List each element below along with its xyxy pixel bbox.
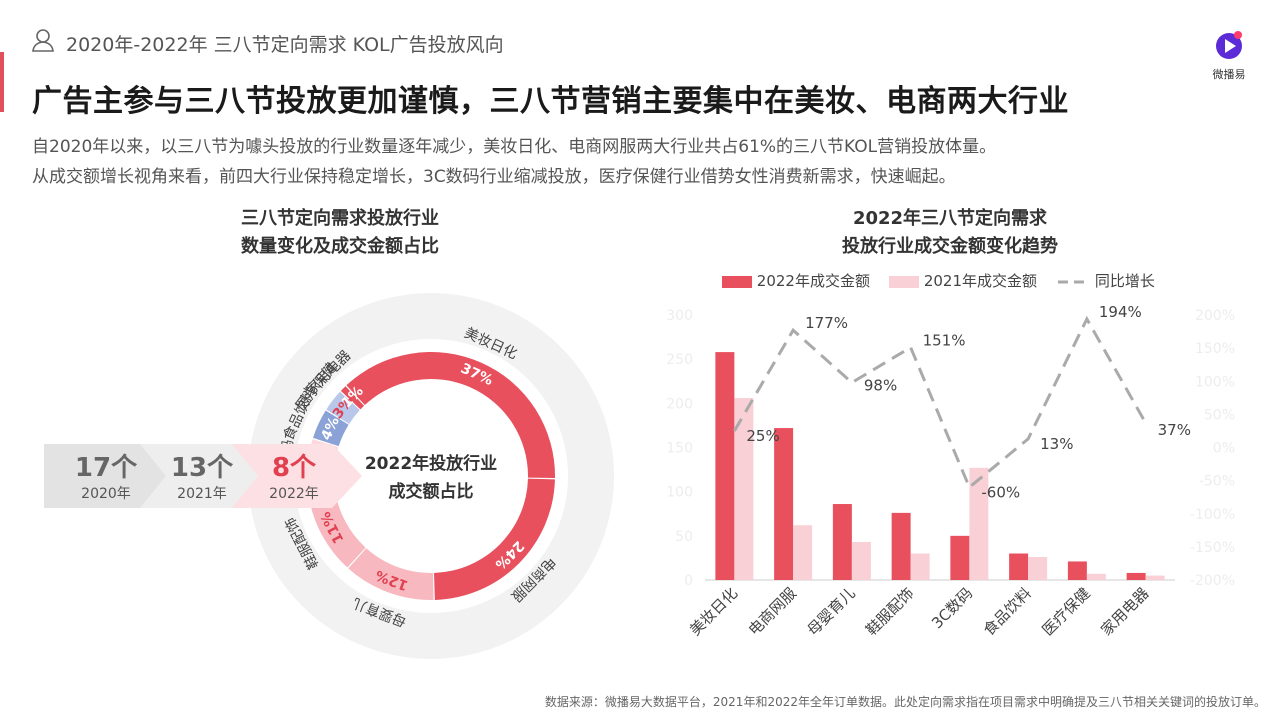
donut-slice [340, 386, 365, 410]
bar-2021 [1145, 575, 1165, 580]
logo-text: 微播易 [1212, 68, 1246, 81]
legend-label-2022: 2022年成交金额 [756, 272, 870, 290]
legend-label-2021: 2021年成交金额 [923, 272, 1038, 290]
year-chevron [232, 444, 362, 508]
donut-slice [348, 548, 434, 601]
x-category-label: 美妆日化 [686, 584, 741, 639]
yoy-data-label: 37% [1158, 421, 1191, 439]
brand-logo: 微播易 [1199, 28, 1259, 88]
y2-tick-label: -150% [1190, 540, 1235, 556]
year-chevron [44, 444, 174, 508]
yoy-data-label: 25% [746, 427, 779, 445]
x-category-label: 家用电器 [1097, 584, 1152, 639]
y-tick-label: 50 [675, 529, 693, 545]
data-source-note: 数据来源：微播易大数据平台，2021年和2022年全年订单数据。此处定向需求指在… [544, 695, 1266, 709]
donut-slice [346, 352, 555, 479]
bar-2021 [1028, 557, 1048, 580]
donut-center-line-1: 2022年投放行业 [365, 453, 497, 474]
x-category-label: 食品饮料 [980, 584, 1035, 639]
yoy-data-label: -60% [981, 483, 1020, 501]
x-category-label: 母婴育儿 [804, 584, 859, 639]
section-title: 2020年-2022年 三八节定向需求 KOL广告投放风向 [66, 34, 504, 56]
y2-tick-label: -50% [1199, 474, 1235, 490]
donut-center-line-2: 成交额占比 [389, 481, 474, 502]
bar-2022 [832, 504, 852, 580]
y2-tick-label: -100% [1190, 507, 1235, 523]
y2-tick-label: 200% [1195, 308, 1235, 324]
bar-2022 [950, 535, 970, 580]
x-category-label: 3C数码 [928, 584, 976, 632]
bar-2021 [851, 542, 871, 580]
year-label: 2021年 [177, 486, 227, 502]
donut-slice [434, 478, 555, 600]
y2-tick-label: 0% [1213, 441, 1235, 457]
bar-2022 [1009, 553, 1029, 580]
bar-2021 [910, 553, 930, 580]
yoy-data-label: 194% [1099, 303, 1142, 321]
industry-count: 13个 [171, 453, 234, 483]
yoy-data-label: 98% [864, 377, 897, 395]
accent-bar [0, 52, 4, 112]
x-category-label: 鞋服配饰 [862, 584, 917, 639]
x-category-label: 电商网服 [745, 584, 800, 639]
bar-2021 [793, 525, 813, 580]
description-line-2: 从成交额增长视角来看，前四大行业保持稳定增长，3C数码行业缩减投放，医疗保健行业… [32, 167, 956, 187]
bar-2022 [891, 512, 911, 580]
left-chart-title-line-1: 三八节定向需求投放行业 [241, 208, 439, 229]
play-logo-icon [1216, 31, 1242, 59]
y2-tick-label: -200% [1190, 573, 1235, 589]
bar-2021 [1086, 573, 1106, 580]
bar-2021 [969, 467, 989, 580]
yoy-data-label: 177% [805, 314, 848, 332]
donut-slice [308, 489, 366, 568]
y2-tick-label: 150% [1195, 341, 1235, 357]
y-tick-label: 200 [666, 396, 693, 412]
legend-swatch-2021 [889, 275, 920, 288]
y-tick-label: 100 [666, 485, 693, 501]
x-category-label: 医疗保健 [1039, 584, 1094, 639]
year-label: 2022年 [269, 486, 319, 502]
bar-line-chart: 0 50 100 150 200 250 300 -200% -150% -100% -50% 0% 5… [666, 303, 1235, 639]
legend-label-yoy: 同比增长 [1094, 272, 1155, 290]
user-outline-icon [32, 29, 54, 52]
legend-swatch-2022 [722, 275, 752, 288]
donut-chart: 37%美妆日化24%电商网服12%母婴育儿11%鞋服配饰7%3C数码4%食品饮料… [44, 293, 614, 659]
bar-2022 [774, 428, 794, 580]
industry-count: 17个 [75, 453, 138, 483]
y-tick-label: 250 [666, 352, 693, 368]
bar-2022 [1126, 572, 1146, 580]
y2-tick-label: 100% [1195, 374, 1235, 390]
industry-count: 8个 [272, 453, 317, 483]
right-chart-title-line-2: 投放行业成交金额变化趋势 [842, 236, 1058, 257]
bar-2022 [715, 352, 735, 580]
year-chevron [140, 444, 270, 508]
right-chart-title-line-1: 2022年三八节定向需求 [852, 208, 1048, 229]
bar-2022 [1067, 561, 1087, 580]
yoy-growth-line [733, 315, 1147, 490]
legend-swatch-yoy [1058, 280, 1089, 283]
description-line-1: 自2020年以来，以三八节为噱头投放的行业数量逐年减少，美妆日化、电商网服两大行… [32, 137, 997, 157]
y-tick-label: 0 [684, 573, 693, 589]
left-chart-title-line-2: 数量变化及成交金额占比 [241, 236, 439, 257]
bar-2021 [734, 398, 754, 580]
year-label: 2020年 [81, 486, 131, 502]
yoy-data-label: 151% [923, 331, 966, 349]
yoy-data-label: 13% [1040, 435, 1073, 453]
donut-slice [326, 391, 360, 424]
y-tick-label: 150 [666, 441, 693, 457]
page-title: 广告主参与三八节投放更加谨慎，三八节营销主要集中在美妆、电商两大行业 [32, 84, 1069, 119]
y2-tick-label: 50% [1204, 407, 1235, 423]
chart-legend: 2022年成交金额 2021年成交金额 同比增长 [722, 270, 1155, 291]
donut-slice [313, 410, 349, 447]
y-tick-label: 300 [666, 308, 693, 324]
